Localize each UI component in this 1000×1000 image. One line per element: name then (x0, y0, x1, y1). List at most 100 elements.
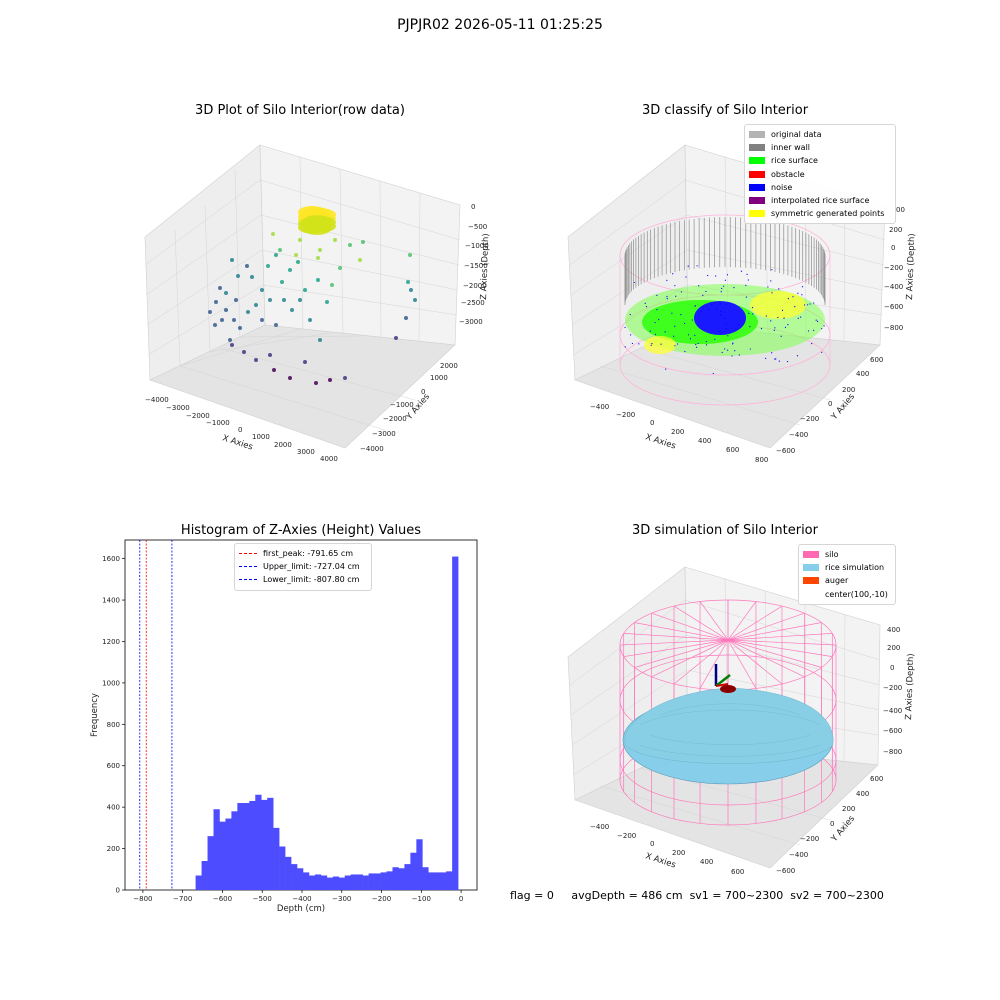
noise-point (698, 285, 700, 287)
histogram-bar (344, 875, 352, 890)
noise-point (735, 328, 737, 330)
raw-z-tick: −500 (468, 223, 487, 231)
noise-point (787, 324, 789, 326)
simulation-z-tick: −600 (883, 727, 902, 735)
noise-point (780, 335, 782, 337)
legend-swatch (239, 566, 257, 568)
noise-point (813, 302, 815, 304)
histogram-x-tick: −400 (292, 895, 311, 903)
noise-point (644, 302, 646, 304)
raw-scatter-point (271, 232, 275, 236)
noise-point (731, 343, 734, 345)
raw-scatter-point (260, 318, 264, 322)
noise-point (629, 313, 631, 316)
raw-scatter-point (250, 275, 254, 279)
classify-y-tick: −200 (800, 415, 819, 423)
simulation-z-tick: 400 (887, 626, 900, 634)
simulation-y-ticks: 600 400 200 0 −200 −400 −600 (776, 775, 883, 875)
raw-y-ticks: 2000 1000 0 −1000 −2000 −3000 −4000 (360, 362, 458, 453)
legend-swatch (749, 210, 765, 218)
histogram-x-tick: −100 (412, 895, 431, 903)
noise-point (664, 331, 666, 333)
silo-roof-strut (727, 639, 783, 685)
noise-point (687, 334, 690, 336)
raw-scatter-point (278, 248, 282, 252)
classify-z-tick: −400 (884, 283, 903, 291)
raw-x-tick: −1000 (206, 419, 230, 427)
raw-scatter-point (272, 368, 276, 372)
raw-scatter-point (282, 298, 286, 302)
legend-label: Lower_limit: -807.80 cm (263, 575, 360, 585)
classify-z-tick: −800 (884, 324, 903, 332)
classify-z-label: Z Axies (Depth) (905, 233, 917, 300)
legend-entry: first_peak: -791.65 cm (239, 547, 367, 560)
silo-roof-strut (727, 639, 805, 678)
raw-x-tick: 2000 (274, 441, 292, 449)
status-sv2: sv2 = 700~2300 (790, 889, 884, 902)
classify-z-tick: 0 (891, 244, 895, 252)
classify-x-ticks: −400 −200 0 200 400 600 800 (590, 403, 768, 464)
silo-roof-strut (699, 639, 729, 689)
noise-point (771, 352, 773, 354)
legend-label: auger (825, 576, 849, 586)
legend-swatch (803, 577, 819, 585)
legend-swatch (749, 183, 765, 191)
raw-scatter-point (218, 286, 222, 290)
noise-point (649, 330, 651, 332)
legend-entry: rice surface (749, 154, 891, 167)
raw-z-ticks: 0 −500 −1000 −1500 −2000 −2500 −3000 (459, 203, 489, 326)
noise-point (630, 334, 632, 336)
noise-point (676, 343, 679, 345)
raw-scatter-point (404, 316, 408, 320)
legend-entry: interpolated rice surface (749, 194, 891, 207)
noise-point (783, 317, 785, 319)
noise-point (665, 368, 667, 370)
raw-y-tick: −1000 (390, 401, 414, 409)
classify-y-ticks: 600 400 200 0 −200 −400 −600 (776, 356, 883, 455)
noise-point (705, 340, 707, 343)
noise-point (651, 343, 653, 345)
raw-plot-title: 3D Plot of Silo Interior(row data) (195, 103, 405, 118)
histogram-bar (255, 794, 262, 890)
noise-point (778, 288, 780, 290)
raw-scatter-point (298, 298, 302, 302)
noise-point (715, 308, 718, 310)
noise-point (683, 322, 686, 325)
raw-scatter-point (245, 264, 249, 268)
silo-roof-strut (623, 639, 729, 657)
raw-scatter-point (234, 298, 238, 302)
histogram-x-ticks: −800 −700 −600 −500 −400 −300 −200 −100 0 (133, 890, 463, 903)
raw-x-tick: −3000 (166, 404, 190, 412)
noise-point (697, 314, 700, 316)
raw-scatter-point (316, 256, 320, 260)
raw-x-ticks: −4000 −3000 −2000 −1000 0 1000 2000 3000… (145, 396, 338, 463)
raw-scatter-point (224, 291, 228, 295)
classify-y-tick: 200 (842, 386, 855, 394)
noise-point (740, 270, 743, 272)
raw-scatter-point (288, 268, 292, 272)
noise-point (724, 348, 726, 350)
noise-point (738, 354, 740, 356)
silo-roof-strut (727, 622, 822, 641)
legend-label: symmetric generated points (771, 209, 885, 219)
raw-scatter-point (303, 360, 307, 364)
raw-z-tick: −1500 (464, 262, 488, 270)
raw-z-tick: 0 (471, 203, 475, 211)
histogram-y-tick: 800 (107, 721, 120, 729)
raw-scatter-point (318, 248, 322, 252)
histogram-bar (231, 811, 238, 890)
simulation-legend: silo rice simulation auger center(100,-1… (798, 544, 896, 605)
legend-label: obstacle (771, 169, 805, 179)
noise-point (720, 310, 722, 312)
noise-point (695, 343, 697, 346)
histogram-bar (267, 797, 274, 890)
legend-label: interpolated rice surface (771, 196, 870, 206)
classify-z-ticks: 00 200 0 −200 −400 −600 −800 (884, 206, 905, 332)
histogram-y-tick: 1400 (102, 597, 120, 605)
noise-point (672, 273, 674, 275)
noise-point (638, 343, 640, 345)
histogram-bar (368, 873, 375, 890)
noise-point (711, 303, 713, 306)
raw-z-label: Z Axies (Depth) (479, 233, 491, 300)
